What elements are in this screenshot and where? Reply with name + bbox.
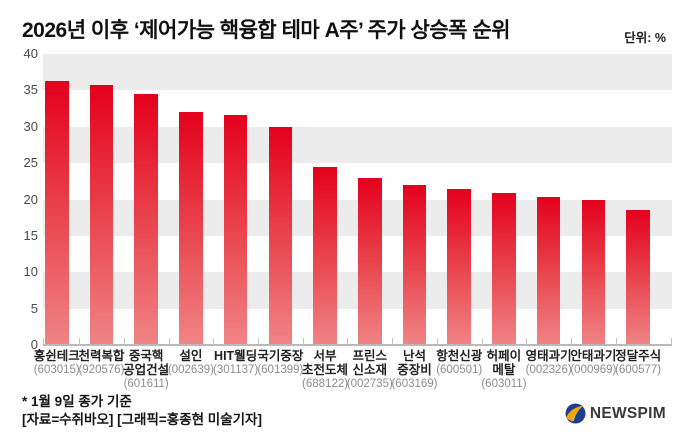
x-axis-tick [615, 338, 617, 345]
x-axis-tick [526, 338, 528, 345]
y-tick-label: 40 [23, 46, 38, 61]
chart-title: 2026년 이후 ‘제어가능 핵융합 테마 A주’ 주가 상승폭 순위 [22, 19, 510, 42]
category-stock-code: (920576) [78, 364, 125, 376]
category-label-9: 난석 중장비 (603169) [391, 349, 437, 391]
bar-3 [134, 94, 158, 345]
category-name: 천력복합 [78, 349, 125, 363]
footnote-credits: [자료=수쥐바오] [그래픽=홍종현 미술기자] [22, 412, 262, 427]
category-label-12: 영태과기 (002326) [526, 349, 572, 377]
newspim-logo-icon [565, 403, 586, 424]
bar-1 [45, 80, 69, 345]
bar-chart-plot-area: 0 5 10 15 20 25 30 35 40 홍쉰테크 (603015) 천력복합 (920576)… [23, 46, 672, 391]
category-stock-code: (603169) [391, 378, 438, 390]
category-label-5: HIT웰딩 (301137) [213, 349, 258, 377]
bar-12 [536, 197, 561, 345]
newspim-logo: NEWSPIM [565, 403, 666, 424]
category-stock-code: (601399) [257, 364, 304, 376]
category-name: HIT웰딩 [214, 349, 258, 363]
category-label-6: 국기중장 (601399) [257, 349, 303, 377]
category-stock-code: (000969) [570, 364, 617, 376]
category-stock-code: (002735) [346, 378, 393, 390]
x-axis-tick [571, 338, 573, 345]
category-name: 국기중장 [257, 349, 304, 363]
x-axis-tick [436, 338, 438, 345]
unit-label: 단위: % [624, 31, 666, 45]
x-axis-tick [392, 338, 394, 345]
y-tick-label: 35 [23, 82, 38, 98]
x-axis-tick [213, 338, 215, 345]
category-label-8: 프린스 신소재 (002735) [347, 349, 393, 391]
x-axis-line [43, 344, 672, 346]
bar-14 [626, 209, 650, 345]
y-tick-label: 25 [23, 155, 38, 171]
category-label-14: 정달주식 (600577) [615, 349, 661, 377]
x-axis-tick [257, 338, 259, 345]
bar-2 [89, 84, 114, 345]
x-axis-tick [347, 338, 349, 345]
category-stock-code: (603015) [33, 364, 80, 376]
category-label-11: 허페이 메탈 (603011) [481, 349, 526, 391]
bar-7 [313, 166, 337, 345]
newspim-logo-text: NEWSPIM [589, 404, 666, 422]
bar-9 [402, 184, 427, 345]
category-label-13: 안태과기 (000969) [570, 349, 616, 377]
y-tick-label: 15 [23, 227, 38, 243]
category-name: 안태과기 [570, 349, 617, 363]
x-axis-tick [123, 338, 125, 345]
category-label-1: 홍쉰테크 (603015) [34, 349, 80, 377]
category-name: 서부 [313, 349, 337, 363]
y-tick-label: 0 [30, 337, 38, 352]
category-name: 정달주식 [615, 349, 662, 363]
bar-5 [223, 115, 248, 345]
bar-13 [581, 200, 606, 345]
bar-10 [447, 189, 471, 345]
category-name: 초전도체 [302, 363, 349, 377]
category-stock-code: (600501) [436, 364, 483, 376]
y-tick-label: 20 [23, 191, 38, 207]
category-name: 설인 [179, 349, 203, 363]
category-name: 항천신광 [436, 349, 483, 363]
category-name: 영태과기 [525, 349, 572, 363]
category-label-3: 중국핵 공업건설 (601611) [123, 349, 169, 391]
grid-band [43, 54, 672, 91]
category-label-7: 서부 초전도체 (688122) [302, 349, 348, 391]
y-tick-label: 30 [23, 118, 38, 134]
category-stock-code: (301137) [213, 364, 259, 376]
category-name: 중장비 [397, 363, 432, 377]
x-axis-tick [302, 338, 304, 345]
bar-6 [268, 126, 293, 345]
category-name: 메탈 [492, 363, 516, 377]
category-stock-code: (603011) [481, 378, 527, 390]
category-name: 공업건설 [123, 363, 170, 377]
category-name: 프린스 [352, 349, 388, 363]
category-name: 홍쉰테크 [33, 349, 80, 363]
y-tick-label: 5 [30, 300, 38, 316]
footnote-basis: * 1월 9일 종가 기준 [22, 394, 132, 409]
x-axis-tick [168, 338, 170, 345]
x-axis-tick [79, 338, 81, 345]
category-stock-code: (002326) [525, 364, 572, 376]
category-stock-code: (600577) [615, 364, 662, 376]
x-axis-tick [481, 338, 483, 345]
category-label-10: 항천신광 (600501) [436, 349, 482, 377]
bar-11 [492, 192, 516, 345]
category-stock-code: (601611) [123, 378, 169, 390]
x-axis-tick [43, 338, 44, 345]
y-tick-label: 10 [23, 264, 38, 280]
category-stock-code: (002639) [167, 364, 214, 376]
bar-4 [179, 112, 203, 345]
category-name: 허페이 [486, 349, 522, 363]
category-name: 신소재 [352, 363, 388, 377]
category-label-4: 설인 (002639) [168, 349, 214, 377]
category-name: 중국핵 [128, 349, 164, 363]
category-stock-code: (688122) [302, 378, 349, 390]
x-axis-tick [671, 338, 672, 345]
category-name: 난석 [402, 349, 427, 363]
bar-8 [358, 177, 382, 345]
category-label-2: 천력복합 (920576) [78, 349, 124, 377]
